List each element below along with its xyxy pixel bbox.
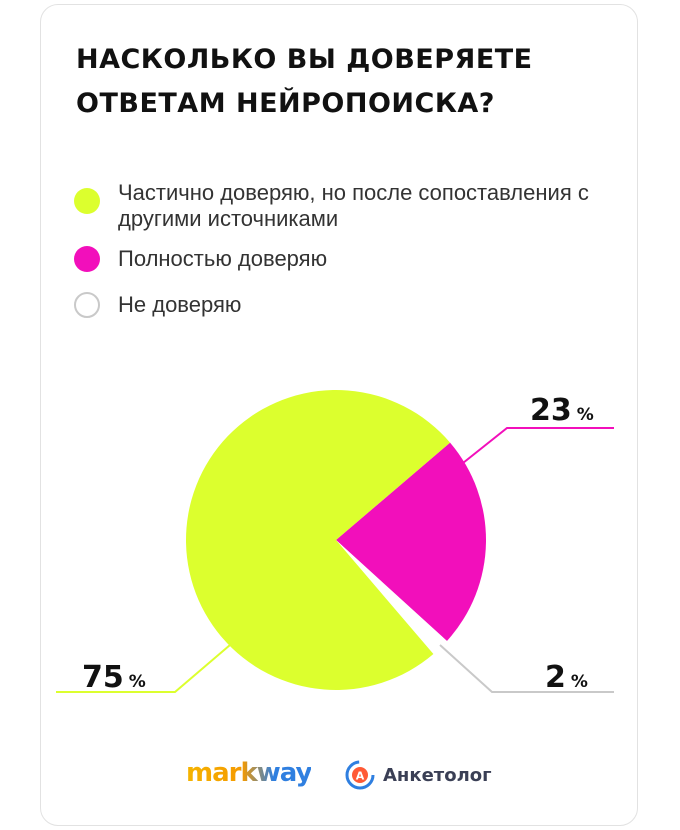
data-label-partial: 75% — [82, 660, 146, 695]
chart-title: НАСКОЛЬКО ВЫ ДОВЕРЯЕТЕ ОТВЕТАМ НЕЙРОПОИС… — [76, 44, 533, 119]
legend-label-partial: Частично доверяю, но после сопоставления… — [118, 180, 589, 231]
pie-slice-partial — [186, 390, 451, 691]
anketolog-name: Анкетолог — [383, 764, 492, 786]
legend-label-full: Полностью доверяю — [118, 246, 328, 271]
leader-line-none — [439, 644, 614, 693]
legend-item-none: Не доверяю — [74, 292, 634, 318]
data-label-none: 2% — [545, 660, 588, 695]
legend-swatch-none — [74, 292, 100, 318]
data-label-full: 23% — [530, 393, 594, 428]
legend-swatch-full — [74, 246, 100, 272]
pie-slice-none — [336, 540, 447, 655]
svg-text:А: А — [356, 770, 365, 783]
legend-swatch-partial — [74, 188, 100, 214]
anketolog-badge-icon: А — [345, 760, 375, 790]
pie-slice-full — [336, 442, 487, 641]
legend-item-full: Полностью доверяю — [74, 246, 634, 272]
chart-legend: Частично доверяю, но после сопоставления… — [74, 180, 634, 332]
legend-label-none: Не доверяю — [118, 292, 242, 317]
footer-logos: markway А Анкетолог — [0, 752, 680, 802]
markway-logo: markway — [186, 758, 312, 788]
anketolog-logo: А Анкетолог — [345, 760, 492, 790]
legend-item-partial: Частично доверяю, но после сопоставления… — [74, 180, 634, 232]
leader-line-partial — [56, 644, 231, 693]
leader-line-full — [462, 427, 614, 464]
